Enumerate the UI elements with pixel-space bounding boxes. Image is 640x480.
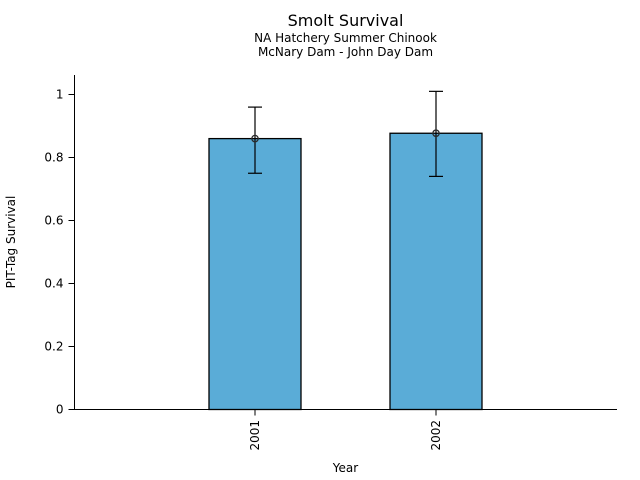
chart-subtitle-line1: NA Hatchery Summer Chinook [254, 31, 437, 45]
y-tick-label: 1 [56, 88, 64, 102]
mean-marker-2001 [251, 134, 259, 143]
x-tick-label-2001: 2001 [248, 420, 262, 451]
y-tick-label: 0.6 [44, 214, 63, 228]
y-tick-label: 0 [56, 403, 64, 417]
y-tick-label: 0.4 [44, 277, 63, 291]
bar-2002 [389, 132, 483, 411]
mean-marker-2002 [432, 129, 440, 138]
chart-title: Smolt Survival [287, 11, 404, 30]
x-tick-label-2002: 2002 [429, 420, 443, 451]
bar-2001 [208, 137, 302, 411]
x-axis-label: Year [332, 461, 359, 475]
chart-subtitle-line2: McNary Dam - John Day Dam [257, 45, 434, 59]
y-tick-label: 0.2 [44, 340, 63, 354]
y-tick-label: 0.8 [44, 151, 63, 165]
